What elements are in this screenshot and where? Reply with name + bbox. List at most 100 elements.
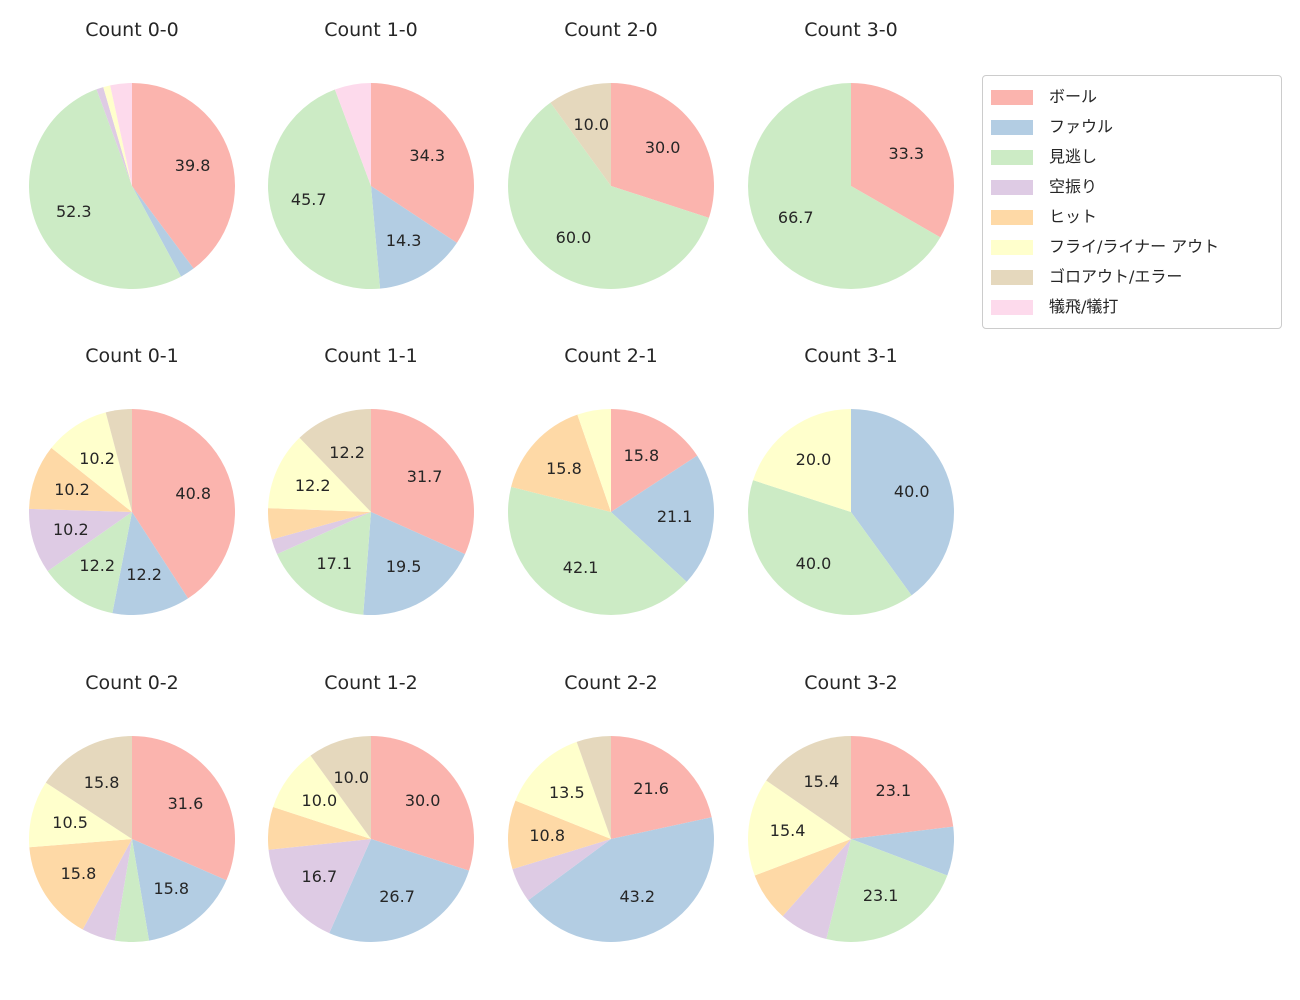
pie-slice-label: 39.8 [174, 155, 211, 175]
pie-slice-hit [508, 800, 611, 870]
pie-slice-label: 17.1 [316, 554, 353, 574]
pie-slice-ball [611, 736, 712, 839]
legend-label: フライ/ライナー アウト [1049, 237, 1220, 256]
pie-chart: 31.7 19.5 17.1 12.2 12.2 [268, 409, 474, 615]
pie-slice-foul [329, 839, 470, 942]
pie-slice-hit [268, 807, 371, 850]
legend-item-sacrifice: 犠飛/犠打 [991, 292, 1273, 322]
pie-slice-swinging_strike [782, 839, 851, 940]
chart-title: Count 2-2 [564, 672, 658, 694]
legend-label: ヒット [1049, 207, 1098, 226]
pie-slice-label: 45.7 [290, 190, 327, 210]
pie-slice-label: 12.2 [329, 442, 365, 462]
pie-slice-label: 19.5 [385, 556, 422, 576]
pie-slice-label: 16.7 [301, 866, 338, 886]
pie-slice-label: 10.0 [301, 791, 338, 811]
legend: ボール ファウル 見逃し 空振り ヒット フライ/ライナー アウト ゴロアウト/… [982, 75, 1282, 329]
pie-slice-label: 10.8 [529, 826, 565, 846]
pie-slice-ball [611, 83, 714, 218]
pie-slice-called_strike [748, 480, 912, 615]
pie-chart: 30.0 60.0 10.0 [508, 83, 714, 289]
pie-slice-label: 15.8 [153, 879, 190, 899]
pie-slice-fly_liner_out [29, 782, 132, 848]
pie-slice-called_strike [748, 83, 941, 289]
legend-swatch-swinging-strike [991, 179, 1033, 195]
pie-slice-label: 52.3 [55, 202, 92, 222]
pie-slice-ball [611, 409, 698, 512]
legend-label: 見逃し [1049, 147, 1098, 166]
pie-chart: 33.3 66.7 [748, 83, 954, 289]
pie-slice-hit [754, 839, 851, 917]
pie-slice-label: 31.6 [167, 794, 204, 814]
pie-slice-ball [851, 83, 954, 238]
chart-cell-count-0-0: Count 0-0 39.8 52.3 [12, 12, 252, 322]
pie-slice-foul [851, 826, 954, 876]
legend-swatch-hit [991, 209, 1033, 225]
chart-title: Count 0-2 [85, 672, 179, 694]
legend-swatch-sacrifice [991, 299, 1033, 315]
pie-slice-foul [132, 839, 227, 941]
pie-slice-swinging_strike [512, 839, 611, 901]
chart-cell-count-1-2: Count 1-2 30.0 26.7 16.7 10.0 10.0 [251, 665, 491, 975]
pie-chart: 30.0 26.7 16.7 10.0 10.0 [268, 736, 474, 942]
pie-slice-foul [371, 186, 457, 289]
pie-slice-label: 26.7 [379, 887, 415, 907]
legend-swatch-called-strike [991, 149, 1033, 165]
chart-title: Count 0-1 [85, 345, 179, 367]
pie-slice-label: 60.0 [555, 227, 592, 247]
chart-title: Count 3-0 [804, 19, 898, 41]
pie-slice-label: 15.8 [623, 445, 660, 465]
pie-chart: 23.1 23.1 15.4 15.4 [748, 736, 954, 942]
pie-slice-foul [611, 455, 714, 582]
pie-slice-ball [851, 736, 954, 839]
pie-slice-ground_out_error [550, 83, 611, 186]
pie-slice-label: 10.2 [53, 520, 89, 540]
pie-slice-called_strike [29, 89, 182, 289]
chart-title: Count 2-0 [564, 19, 658, 41]
pie-slice-swinging_strike [268, 839, 371, 934]
pie-slice-foul [528, 817, 714, 942]
pie-slice-foul [112, 512, 189, 615]
pie-slice-label: 30.0 [644, 138, 681, 158]
chart-cell-count-3-0: Count 3-0 33.3 66.7 [731, 12, 971, 322]
legend-swatch-foul [991, 119, 1033, 135]
pie-slice-swinging_strike [29, 508, 132, 572]
pie-slice-ground_out_error [766, 736, 851, 839]
pie-slice-ground_out_error [105, 409, 132, 512]
pie-slice-label: 33.3 [888, 144, 925, 163]
chart-cell-count-3-2: Count 3-2 23.1 23.1 15.4 15.4 [731, 665, 971, 975]
pie-slice-foul [851, 409, 954, 596]
pie-chart: 21.6 43.2 10.8 13.5 [508, 736, 714, 942]
legend-item-swinging-strike: 空振り [991, 172, 1273, 202]
legend-item-ground-out-error: ゴロアウト/エラー [991, 262, 1273, 292]
chart-title: Count 0-0 [85, 19, 179, 41]
chart-cell-count-3-1: Count 3-1 40.0 40.0 20.0 [731, 338, 971, 648]
pie-slice-swinging_strike [271, 512, 371, 555]
pie-slice-hit [29, 839, 132, 930]
pie-slice-called_strike [276, 512, 371, 615]
pie-slice-ball [132, 83, 235, 269]
legend-label: 犠飛/犠打 [1049, 297, 1119, 316]
pie-slice-ground_out_error [576, 736, 611, 839]
legend-item-fly-liner-out: フライ/ライナー アウト [991, 232, 1273, 262]
pie-slice-called_strike [508, 486, 687, 615]
pie-slice-label: 15.8 [83, 772, 120, 792]
legend-swatch-ball [991, 89, 1033, 105]
chart-title: Count 2-1 [564, 345, 658, 367]
chart-title: Count 1-0 [324, 19, 418, 41]
pie-slice-ball [132, 409, 235, 599]
pie-slice-ball [371, 83, 474, 243]
pie-slice-hit [268, 508, 371, 540]
legend-item-foul: ファウル [991, 112, 1273, 142]
pie-slice-foul [132, 186, 194, 277]
pie-slice-fly_liner_out [273, 755, 371, 839]
pie-slice-label: 10.0 [573, 115, 610, 135]
legend-item-hit: ヒット [991, 202, 1273, 232]
pie-chart: 31.6 15.8 15.8 10.5 15.8 [29, 736, 235, 942]
pie-slice-called_strike [268, 89, 381, 289]
pie-slice-hit [511, 414, 611, 512]
legend-swatch-fly-liner-out [991, 239, 1033, 255]
pie-slice-label: 30.0 [404, 791, 441, 811]
pie-chart: 15.8 21.1 42.1 15.8 [508, 409, 714, 615]
